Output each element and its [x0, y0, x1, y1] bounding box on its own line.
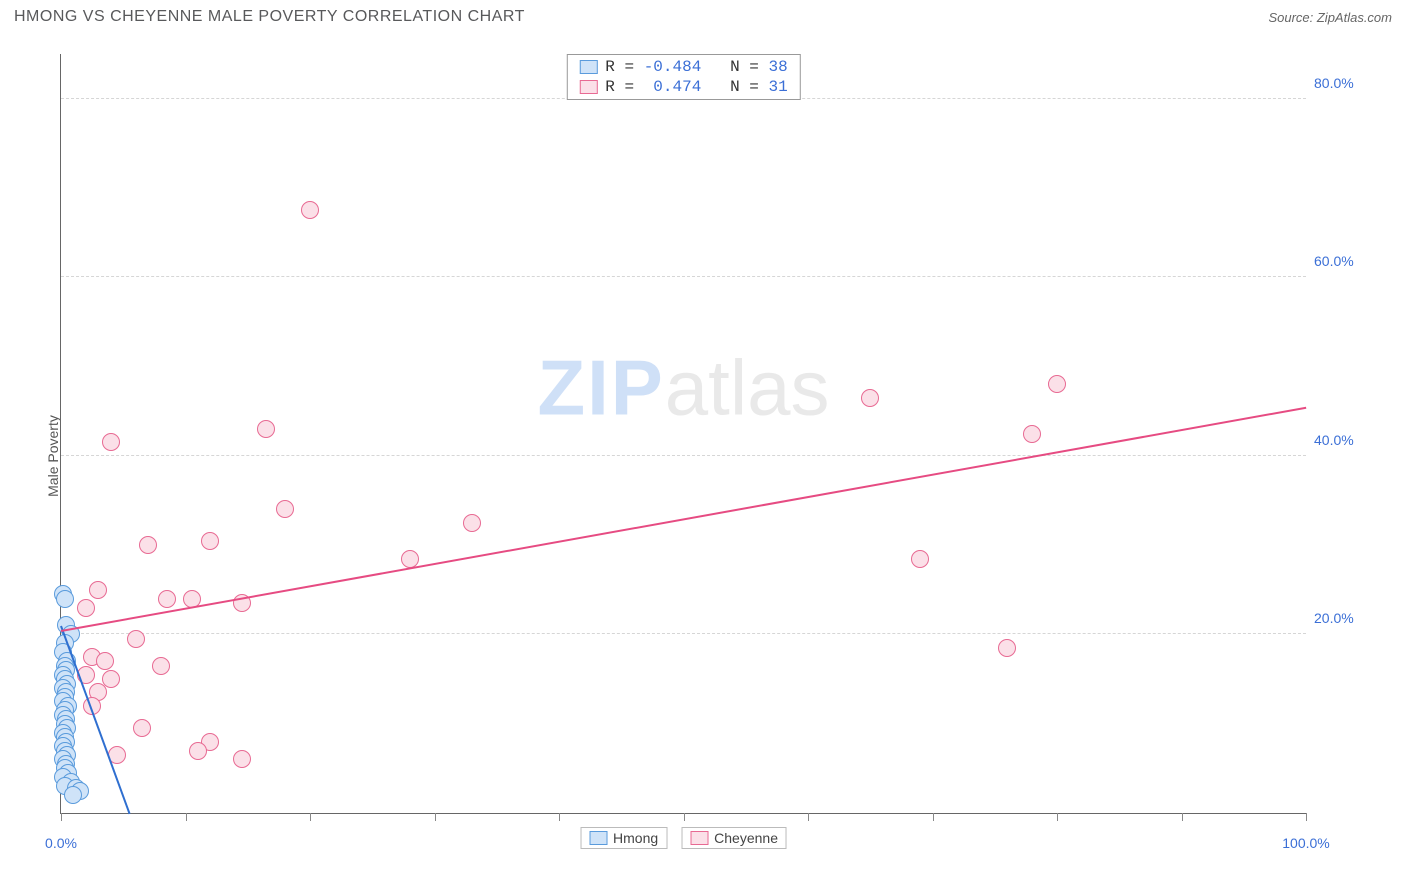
- data-point: [301, 201, 319, 219]
- data-point: [1023, 425, 1041, 443]
- x-tick: [186, 813, 187, 821]
- data-point: [96, 652, 114, 670]
- chart-title: HMONG VS CHEYENNE MALE POVERTY CORRELATI…: [14, 8, 525, 26]
- trend-line: [61, 407, 1306, 632]
- legend-row: R = -0.484 N = 38: [567, 57, 799, 77]
- x-tick: [310, 813, 311, 821]
- x-tick: [1306, 813, 1307, 821]
- y-tick-label: 20.0%: [1314, 610, 1384, 626]
- data-point: [77, 599, 95, 617]
- data-point: [64, 786, 82, 804]
- legend-label: Cheyenne: [714, 830, 778, 846]
- data-point: [463, 514, 481, 532]
- source-credit: Source: ZipAtlas.com: [1268, 10, 1392, 25]
- watermark: ZIPatlas: [537, 342, 829, 433]
- data-point: [276, 500, 294, 518]
- data-point: [56, 590, 74, 608]
- data-point: [201, 532, 219, 550]
- data-point: [158, 590, 176, 608]
- legend-stats: R = -0.484 N = 38: [605, 58, 787, 76]
- x-tick: [61, 813, 62, 821]
- x-tick-label: 100.0%: [1282, 835, 1329, 851]
- y-axis-label: Male Poverty: [45, 415, 61, 497]
- gridline-h: [61, 633, 1306, 634]
- data-point: [233, 750, 251, 768]
- series-legend-item: Hmong: [580, 827, 667, 849]
- data-point: [401, 550, 419, 568]
- data-point: [861, 389, 879, 407]
- data-point: [152, 657, 170, 675]
- data-point: [139, 536, 157, 554]
- data-point: [998, 639, 1016, 657]
- data-point: [911, 550, 929, 568]
- series-legend: Hmong Cheyenne: [580, 827, 787, 849]
- gridline-h: [61, 455, 1306, 456]
- legend-swatch: [690, 831, 708, 845]
- data-point: [133, 719, 151, 737]
- data-point: [1048, 375, 1066, 393]
- legend-swatch: [579, 80, 597, 94]
- x-tick-label: 0.0%: [45, 835, 77, 851]
- legend-swatch: [579, 60, 597, 74]
- legend-swatch: [589, 831, 607, 845]
- data-point: [189, 742, 207, 760]
- x-tick: [435, 813, 436, 821]
- legend-label: Hmong: [613, 830, 658, 846]
- x-tick: [559, 813, 560, 821]
- header: HMONG VS CHEYENNE MALE POVERTY CORRELATI…: [0, 0, 1406, 30]
- x-tick: [808, 813, 809, 821]
- x-tick: [1057, 813, 1058, 821]
- legend-row: R = 0.474 N = 31: [567, 77, 799, 97]
- data-point: [257, 420, 275, 438]
- x-tick: [684, 813, 685, 821]
- y-tick-label: 60.0%: [1314, 253, 1384, 269]
- correlation-legend: R = -0.484 N = 38 R = 0.474 N = 31: [566, 54, 800, 100]
- gridline-h: [61, 276, 1306, 277]
- chart-area: Male Poverty ZIPatlas R = -0.484 N = 38R…: [14, 40, 1392, 872]
- series-legend-item: Cheyenne: [681, 827, 787, 849]
- legend-stats: R = 0.474 N = 31: [605, 78, 787, 96]
- plot-region: ZIPatlas R = -0.484 N = 38 R = 0.474 N = …: [60, 54, 1306, 814]
- data-point: [127, 630, 145, 648]
- y-tick-label: 80.0%: [1314, 75, 1384, 91]
- data-point: [89, 581, 107, 599]
- y-tick-label: 40.0%: [1314, 432, 1384, 448]
- x-tick: [1182, 813, 1183, 821]
- data-point: [102, 433, 120, 451]
- x-tick: [933, 813, 934, 821]
